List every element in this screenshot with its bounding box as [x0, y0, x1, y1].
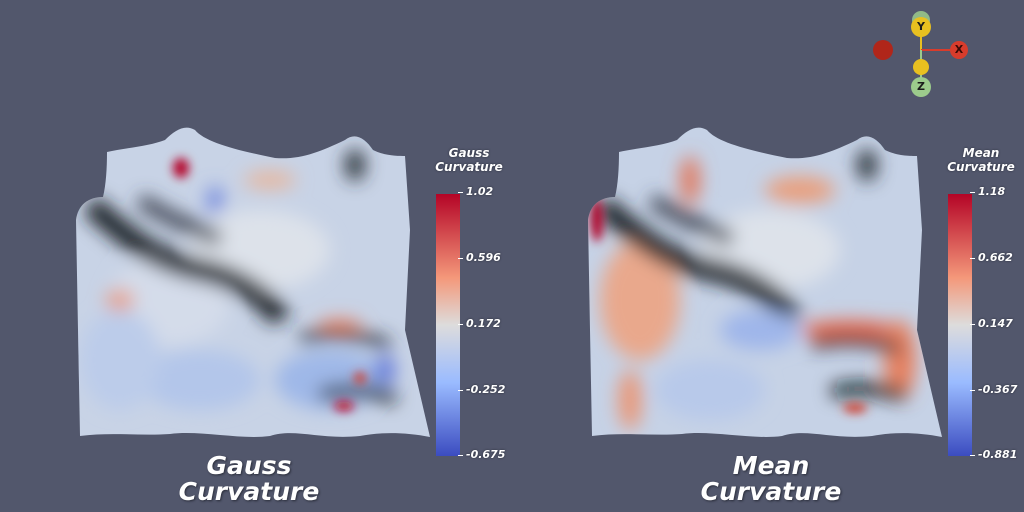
- gauss-colorbar-title: Gauss Curvature: [435, 146, 503, 174]
- gauss-tick-2: 0.596: [458, 251, 501, 264]
- mean-tick-1: 1.18: [969, 185, 1006, 198]
- y-axis-icon: [911, 17, 931, 37]
- gauss-tick-3: 0.172: [458, 317, 501, 330]
- mean-tick-5: -0.881: [969, 448, 1018, 461]
- y-axis-label: Y: [917, 20, 925, 33]
- x-axis-icon: [950, 41, 968, 59]
- orientation-axes[interactable]: [873, 11, 968, 97]
- z-axis-icon: [911, 77, 931, 97]
- gauss-caption: Gauss Curvature: [178, 451, 320, 506]
- mean-tick-2: 0.662: [970, 251, 1013, 264]
- mean-tick-3: 0.147: [970, 317, 1013, 330]
- gauss-colorbar[interactable]: [436, 194, 460, 456]
- mean-tick-4: -0.367: [969, 383, 1018, 396]
- mean-surface: [588, 127, 942, 437]
- gauss-surface: [76, 127, 430, 437]
- gauss-tick-1: 1.02: [457, 185, 494, 198]
- origin-marker-icon: [873, 40, 893, 60]
- x-axis-label: X: [954, 43, 964, 56]
- gauss-tick-4: -0.252: [457, 383, 506, 396]
- z-axis-label: Z: [917, 80, 925, 93]
- mean-caption: Mean Curvature: [700, 451, 842, 506]
- mean-colorbar[interactable]: [948, 194, 972, 456]
- gauss-tick-5: -0.675: [457, 448, 506, 461]
- mean-colorbar-title: Mean Curvature: [947, 146, 1015, 174]
